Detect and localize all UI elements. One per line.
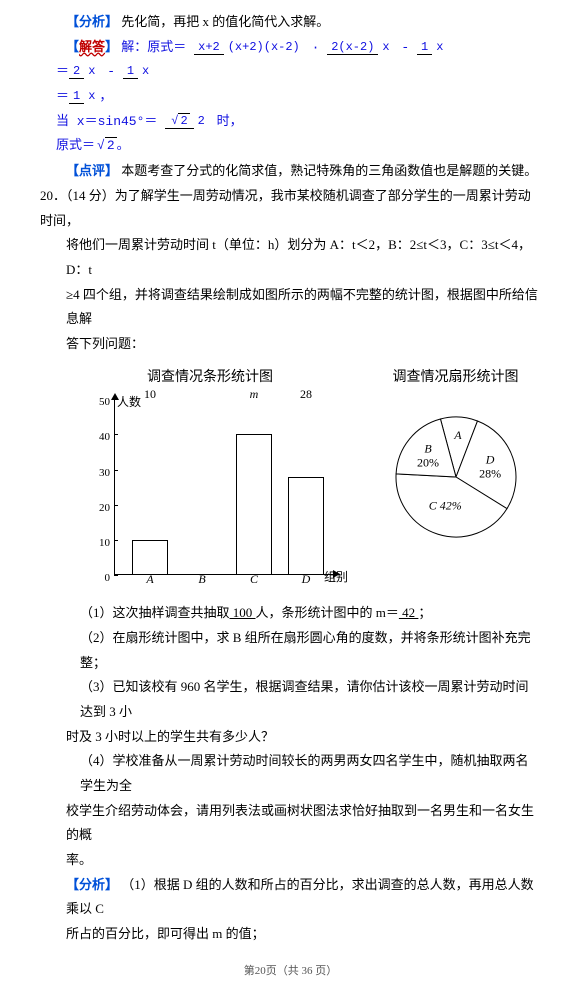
- answer-line2: ＝2x - 1x: [40, 60, 541, 85]
- result-line: 原式＝2。: [40, 134, 541, 159]
- category-label: D: [288, 568, 324, 591]
- sub4a: （4）学校准备从一周累计劳动时间较长的两男两女四名学生中，随机抽取两名学生为全: [40, 749, 541, 798]
- sub4b: 校学生介绍劳动体会，请用列表法或画树状图法求恰好抽取到一名男生和一名女生的概: [40, 799, 541, 848]
- review-text: 本题考查了分式的化简求值，熟记特殊角的三角函数值也是解题的关键。: [121, 163, 537, 178]
- y-tick: 40: [90, 427, 110, 448]
- sub4c: 率。: [40, 848, 541, 873]
- sub3b: 时及 3 小时以上的学生共有多少人？: [40, 725, 541, 750]
- y-tick: 30: [90, 463, 110, 484]
- review-label: 【点评】: [66, 163, 118, 178]
- pie-pct-label: 28%: [479, 467, 501, 481]
- analysis-label: 【分析】: [66, 14, 118, 29]
- q20-line3: ≥4 四个组，并将调查结果绘制成如图所示的两幅不完整的统计图，根据图中所给信息解: [40, 283, 541, 332]
- pie-chart: 调查情况扇形统计图 A D28% C 42% B20%: [370, 365, 541, 566]
- y-tick: 10: [90, 533, 110, 554]
- sub1: （1）这次抽样调查共抽取 100 人，条形统计图中的 m＝ 42 ；: [40, 601, 541, 626]
- answer-line1: 解：原式＝ x+2(x+2)(x-2) · 2(x-2)x - 1x: [121, 40, 447, 55]
- analysis-text: 先化简，再把 x 的值化简代入求解。: [121, 14, 329, 29]
- y-tick: 20: [90, 498, 110, 519]
- page-footer: 第20页（共 36 页）: [40, 961, 541, 982]
- pie-pct-label: 20%: [417, 456, 439, 470]
- bar-value-label: m: [236, 383, 272, 432]
- when-line: 当 x＝sin45°＝ 22 时，: [40, 110, 541, 135]
- bar-value-label: 28: [288, 383, 324, 474]
- analysis2b: 所占的百分比，即可得出 m 的值；: [40, 922, 541, 947]
- bar-chart: 调查情况条形统计图 人数 组别 10m28 01020304050ABCD: [80, 365, 340, 594]
- analysis2-text: （1）根据 D 组的人数和所占的百分比，求出调查的总人数，再用总人数乘以 C: [66, 877, 534, 917]
- pie-label: D: [484, 453, 494, 467]
- answer-label-word: 解答: [79, 39, 105, 54]
- pie-chart-title: 调查情况扇形统计图: [370, 365, 541, 392]
- category-label: A: [132, 568, 168, 591]
- answer-line3: ＝1x，: [40, 85, 541, 110]
- y-tick: 0: [90, 568, 110, 589]
- sub3a: （3）已知该校有 960 名学生，根据调查结果，请你估计该校一周累计劳动时间达到…: [40, 675, 541, 724]
- bar-value-label: 10: [132, 383, 168, 538]
- y-tick: 50: [90, 392, 110, 413]
- sub2: （2）在扇形统计图中，求 B 组所在扇形圆心角的度数，并将条形统计图补充完整；: [40, 626, 541, 675]
- pie-label: B: [424, 442, 432, 456]
- bar-C: [236, 434, 272, 575]
- q20-line4: 答下列问题：: [40, 332, 541, 357]
- pie-svg: A D28% C 42% B20%: [376, 397, 536, 557]
- pie-label: C 42%: [428, 499, 461, 513]
- analysis2-label: 【分析】: [66, 877, 118, 892]
- pie-label: A: [453, 428, 462, 442]
- category-label: C: [236, 568, 272, 591]
- q20-line2: 将他们一周累计劳动时间 t（单位：h）划分为 A：t＜2，B：2≤t＜3，C：3…: [40, 233, 541, 282]
- bar-D: [288, 477, 324, 576]
- category-label: B: [184, 568, 220, 591]
- q20-line1: 20．（14 分）为了解学生一周劳动情况，我市某校随机调查了部分学生的一周累计劳…: [40, 184, 541, 233]
- answer-label: 【: [66, 39, 79, 54]
